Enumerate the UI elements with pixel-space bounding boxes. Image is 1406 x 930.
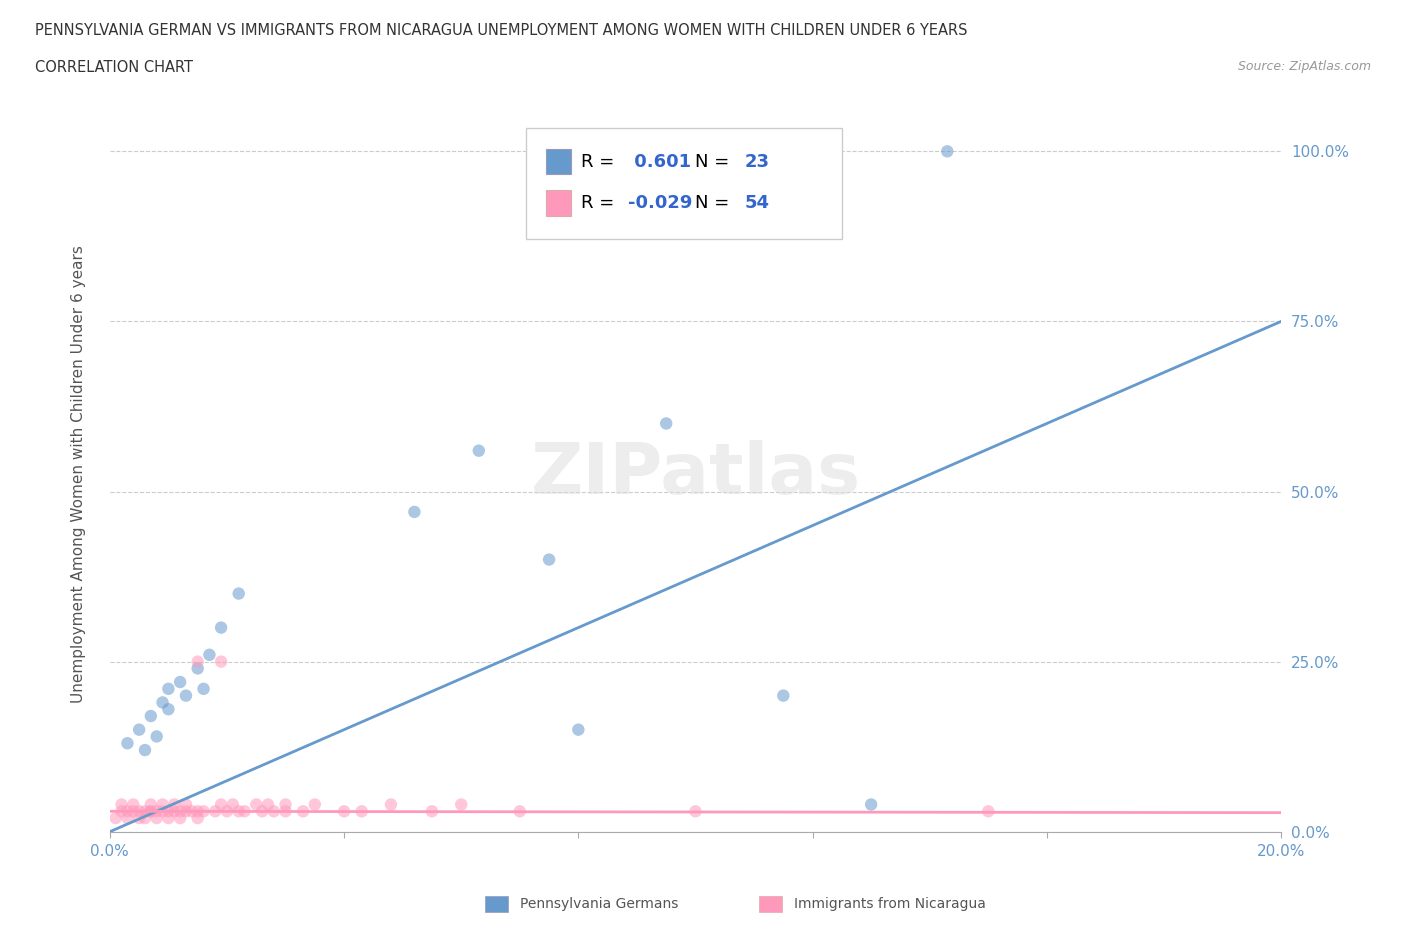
Point (152, 695, 174, 710)
Point (567, 723, 589, 737)
Point (250, 804, 273, 818)
Point (169, 804, 191, 818)
Point (187, 661, 209, 676)
Point (350, 804, 373, 818)
Point (274, 804, 297, 818)
Bar (485, 896, 508, 912)
Point (772, 688, 794, 703)
Point (215, 804, 238, 818)
Point (274, 797, 297, 812)
Point (685, 804, 707, 818)
Point (134, 804, 156, 818)
Point (209, 654, 232, 669)
Point (128, 804, 150, 818)
Point (134, 743, 156, 758)
Point (180, 804, 202, 818)
Y-axis label: Unemployment Among Women with Children Under 6 years: Unemployment Among Women with Children U… (72, 246, 86, 703)
Point (193, 682, 215, 697)
Point (193, 804, 215, 818)
Point (110, 804, 132, 818)
Point (117, 804, 139, 818)
Point (187, 654, 209, 669)
Point (174, 797, 197, 812)
Point (128, 723, 150, 737)
Point (122, 804, 145, 818)
Point (174, 804, 197, 818)
Point (128, 811, 150, 826)
Text: 0.601: 0.601 (627, 153, 690, 170)
Point (209, 620, 232, 635)
Text: Source: ZipAtlas.com: Source: ZipAtlas.com (1237, 60, 1371, 73)
Point (104, 811, 127, 826)
Point (139, 804, 162, 818)
Point (145, 811, 167, 826)
Point (157, 682, 180, 697)
Point (152, 804, 174, 818)
FancyBboxPatch shape (526, 128, 842, 239)
Point (228, 586, 250, 601)
Point (468, 444, 491, 458)
Point (860, 797, 883, 812)
Point (420, 804, 443, 818)
Point (292, 804, 315, 818)
Point (404, 504, 426, 519)
Point (134, 811, 156, 826)
Point (187, 804, 209, 818)
Point (117, 736, 139, 751)
Text: R =: R = (581, 194, 620, 212)
Point (198, 647, 221, 662)
Text: 23: 23 (745, 153, 769, 170)
Bar (759, 896, 782, 912)
Point (157, 804, 180, 818)
Point (122, 797, 145, 812)
Text: PENNSYLVANIA GERMAN VS IMMIGRANTS FROM NICARAGUA UNEMPLOYMENT AMONG WOMEN WITH C: PENNSYLVANIA GERMAN VS IMMIGRANTS FROM N… (35, 23, 967, 38)
Bar (546, 149, 571, 175)
Point (257, 797, 280, 812)
Point (245, 797, 267, 812)
Point (139, 804, 162, 818)
Point (304, 797, 326, 812)
Text: 54: 54 (745, 194, 769, 212)
Point (117, 811, 139, 826)
Point (936, 144, 959, 159)
Text: N =: N = (696, 153, 735, 170)
Point (233, 804, 256, 818)
Point (145, 804, 167, 818)
Text: Pennsylvania Germans: Pennsylvania Germans (520, 897, 679, 911)
Text: N =: N = (696, 194, 735, 212)
Point (169, 811, 191, 826)
Point (174, 688, 197, 703)
Point (163, 797, 186, 812)
Point (209, 797, 232, 812)
Point (152, 797, 174, 812)
Point (538, 552, 561, 567)
Point (509, 804, 531, 818)
Point (139, 709, 162, 724)
Point (169, 674, 191, 689)
Point (228, 804, 250, 818)
Point (333, 804, 356, 818)
Point (204, 804, 226, 818)
Point (450, 797, 472, 812)
Point (157, 811, 180, 826)
Point (263, 804, 285, 818)
Text: -0.029: -0.029 (627, 194, 692, 212)
Point (157, 702, 180, 717)
Text: Immigrants from Nicaragua: Immigrants from Nicaragua (794, 897, 986, 911)
Point (380, 797, 402, 812)
Point (655, 416, 678, 431)
Point (110, 797, 132, 812)
Point (145, 729, 167, 744)
Point (163, 804, 186, 818)
Text: R =: R = (581, 153, 620, 170)
Point (222, 797, 245, 812)
Point (187, 811, 209, 826)
Text: ZIPatlas: ZIPatlas (530, 440, 860, 509)
Bar (546, 190, 571, 216)
Text: CORRELATION CHART: CORRELATION CHART (35, 60, 193, 75)
Point (139, 797, 162, 812)
Point (977, 804, 1000, 818)
